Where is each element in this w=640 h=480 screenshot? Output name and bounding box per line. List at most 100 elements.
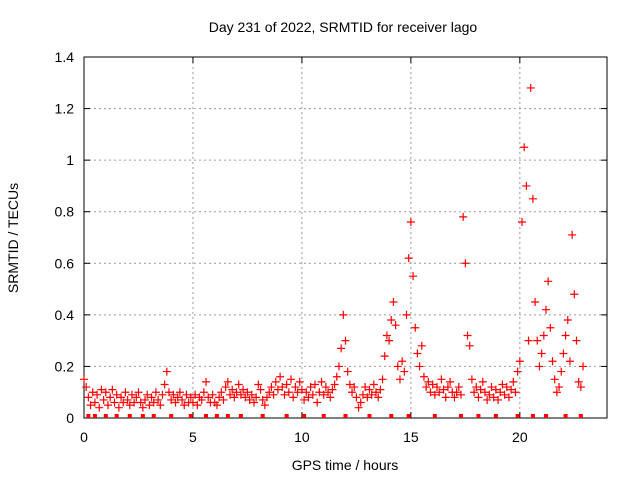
data-point: [548, 357, 557, 366]
data-point: [112, 390, 121, 399]
data-point: [406, 218, 415, 227]
baseline-marker: [284, 414, 289, 418]
data-point: [136, 398, 145, 407]
data-point: [106, 393, 115, 402]
data-point: [483, 395, 492, 404]
baseline-marker: [367, 414, 372, 418]
data-point: [82, 383, 91, 392]
data-point: [90, 398, 99, 407]
data-point: [465, 341, 474, 350]
data-point: [419, 372, 428, 381]
data-point: [385, 336, 394, 345]
baseline-marker: [515, 414, 520, 418]
data-point: [149, 398, 158, 407]
data-point: [341, 336, 350, 345]
baseline-marker: [432, 414, 437, 418]
data-point: [199, 388, 208, 397]
data-point: [180, 401, 189, 410]
data-point: [247, 390, 256, 399]
data-point: [97, 385, 106, 394]
data-point: [463, 331, 472, 340]
data-point: [461, 259, 470, 268]
data-point: [134, 388, 143, 397]
x-tick-label: 10: [294, 429, 310, 445]
x-tick-label: 0: [80, 429, 88, 445]
data-point: [188, 398, 197, 407]
data-point: [365, 385, 374, 394]
baseline-marker: [103, 414, 108, 418]
data-point: [154, 395, 163, 404]
data-point: [282, 380, 291, 389]
data-point: [382, 331, 391, 340]
data-point: [258, 395, 267, 404]
data-point: [374, 393, 383, 402]
data-point: [276, 372, 285, 381]
data-point: [572, 336, 581, 345]
data-point: [101, 388, 110, 397]
data-point: [173, 393, 182, 402]
data-point: [509, 377, 518, 386]
data-point: [243, 388, 252, 397]
data-point: [158, 390, 167, 399]
data-point: [138, 403, 147, 412]
data-point: [515, 357, 524, 366]
data-point: [302, 388, 311, 397]
data-point: [260, 401, 269, 410]
data-point: [526, 83, 535, 92]
data-point: [232, 388, 241, 397]
baseline-marker: [238, 414, 243, 418]
data-point: [208, 390, 217, 399]
data-point: [117, 393, 126, 402]
data-point: [369, 380, 378, 389]
data-point: [480, 388, 489, 397]
data-point: [226, 390, 235, 399]
baseline-marker: [406, 414, 411, 418]
data-point: [263, 393, 272, 402]
data-point: [437, 375, 446, 384]
grid-lines: [84, 57, 607, 418]
data-point: [417, 341, 426, 350]
baseline-marker: [389, 414, 394, 418]
data-point: [228, 385, 237, 394]
data-point: [337, 344, 346, 353]
data-point: [202, 377, 211, 386]
data-point: [356, 398, 365, 407]
baseline-marker: [530, 414, 535, 418]
data-point: [234, 380, 243, 389]
data-point: [328, 385, 337, 394]
data-point: [80, 375, 88, 384]
data-point: [568, 230, 577, 239]
data-point: [330, 380, 339, 389]
data-point: [557, 367, 566, 376]
data-point: [193, 401, 202, 410]
data-point: [579, 362, 588, 371]
data-point: [472, 383, 481, 392]
data-point: [537, 349, 546, 358]
data-point: [513, 367, 522, 376]
baseline-marker: [321, 414, 326, 418]
data-point: [300, 395, 309, 404]
data-point: [361, 383, 370, 392]
data-point: [404, 254, 413, 263]
data-point: [271, 377, 280, 386]
data-point: [121, 388, 130, 397]
data-point: [485, 390, 494, 399]
x-tick-label: 20: [512, 429, 528, 445]
data-point: [535, 362, 544, 371]
data-point: [565, 357, 574, 366]
data-point: [389, 297, 398, 306]
data-point: [197, 395, 206, 404]
data-point: [278, 383, 287, 392]
baseline-marker: [578, 414, 583, 418]
data-point: [95, 403, 104, 412]
data-point: [239, 385, 248, 394]
data-point: [160, 380, 169, 389]
baseline-marker: [476, 414, 481, 418]
baseline-marker: [260, 414, 265, 418]
data-point: [267, 383, 276, 392]
data-point: [162, 367, 171, 376]
data-point: [358, 390, 367, 399]
baseline-marker: [343, 414, 348, 418]
data-point: [559, 349, 568, 358]
baseline-marker: [114, 414, 119, 418]
